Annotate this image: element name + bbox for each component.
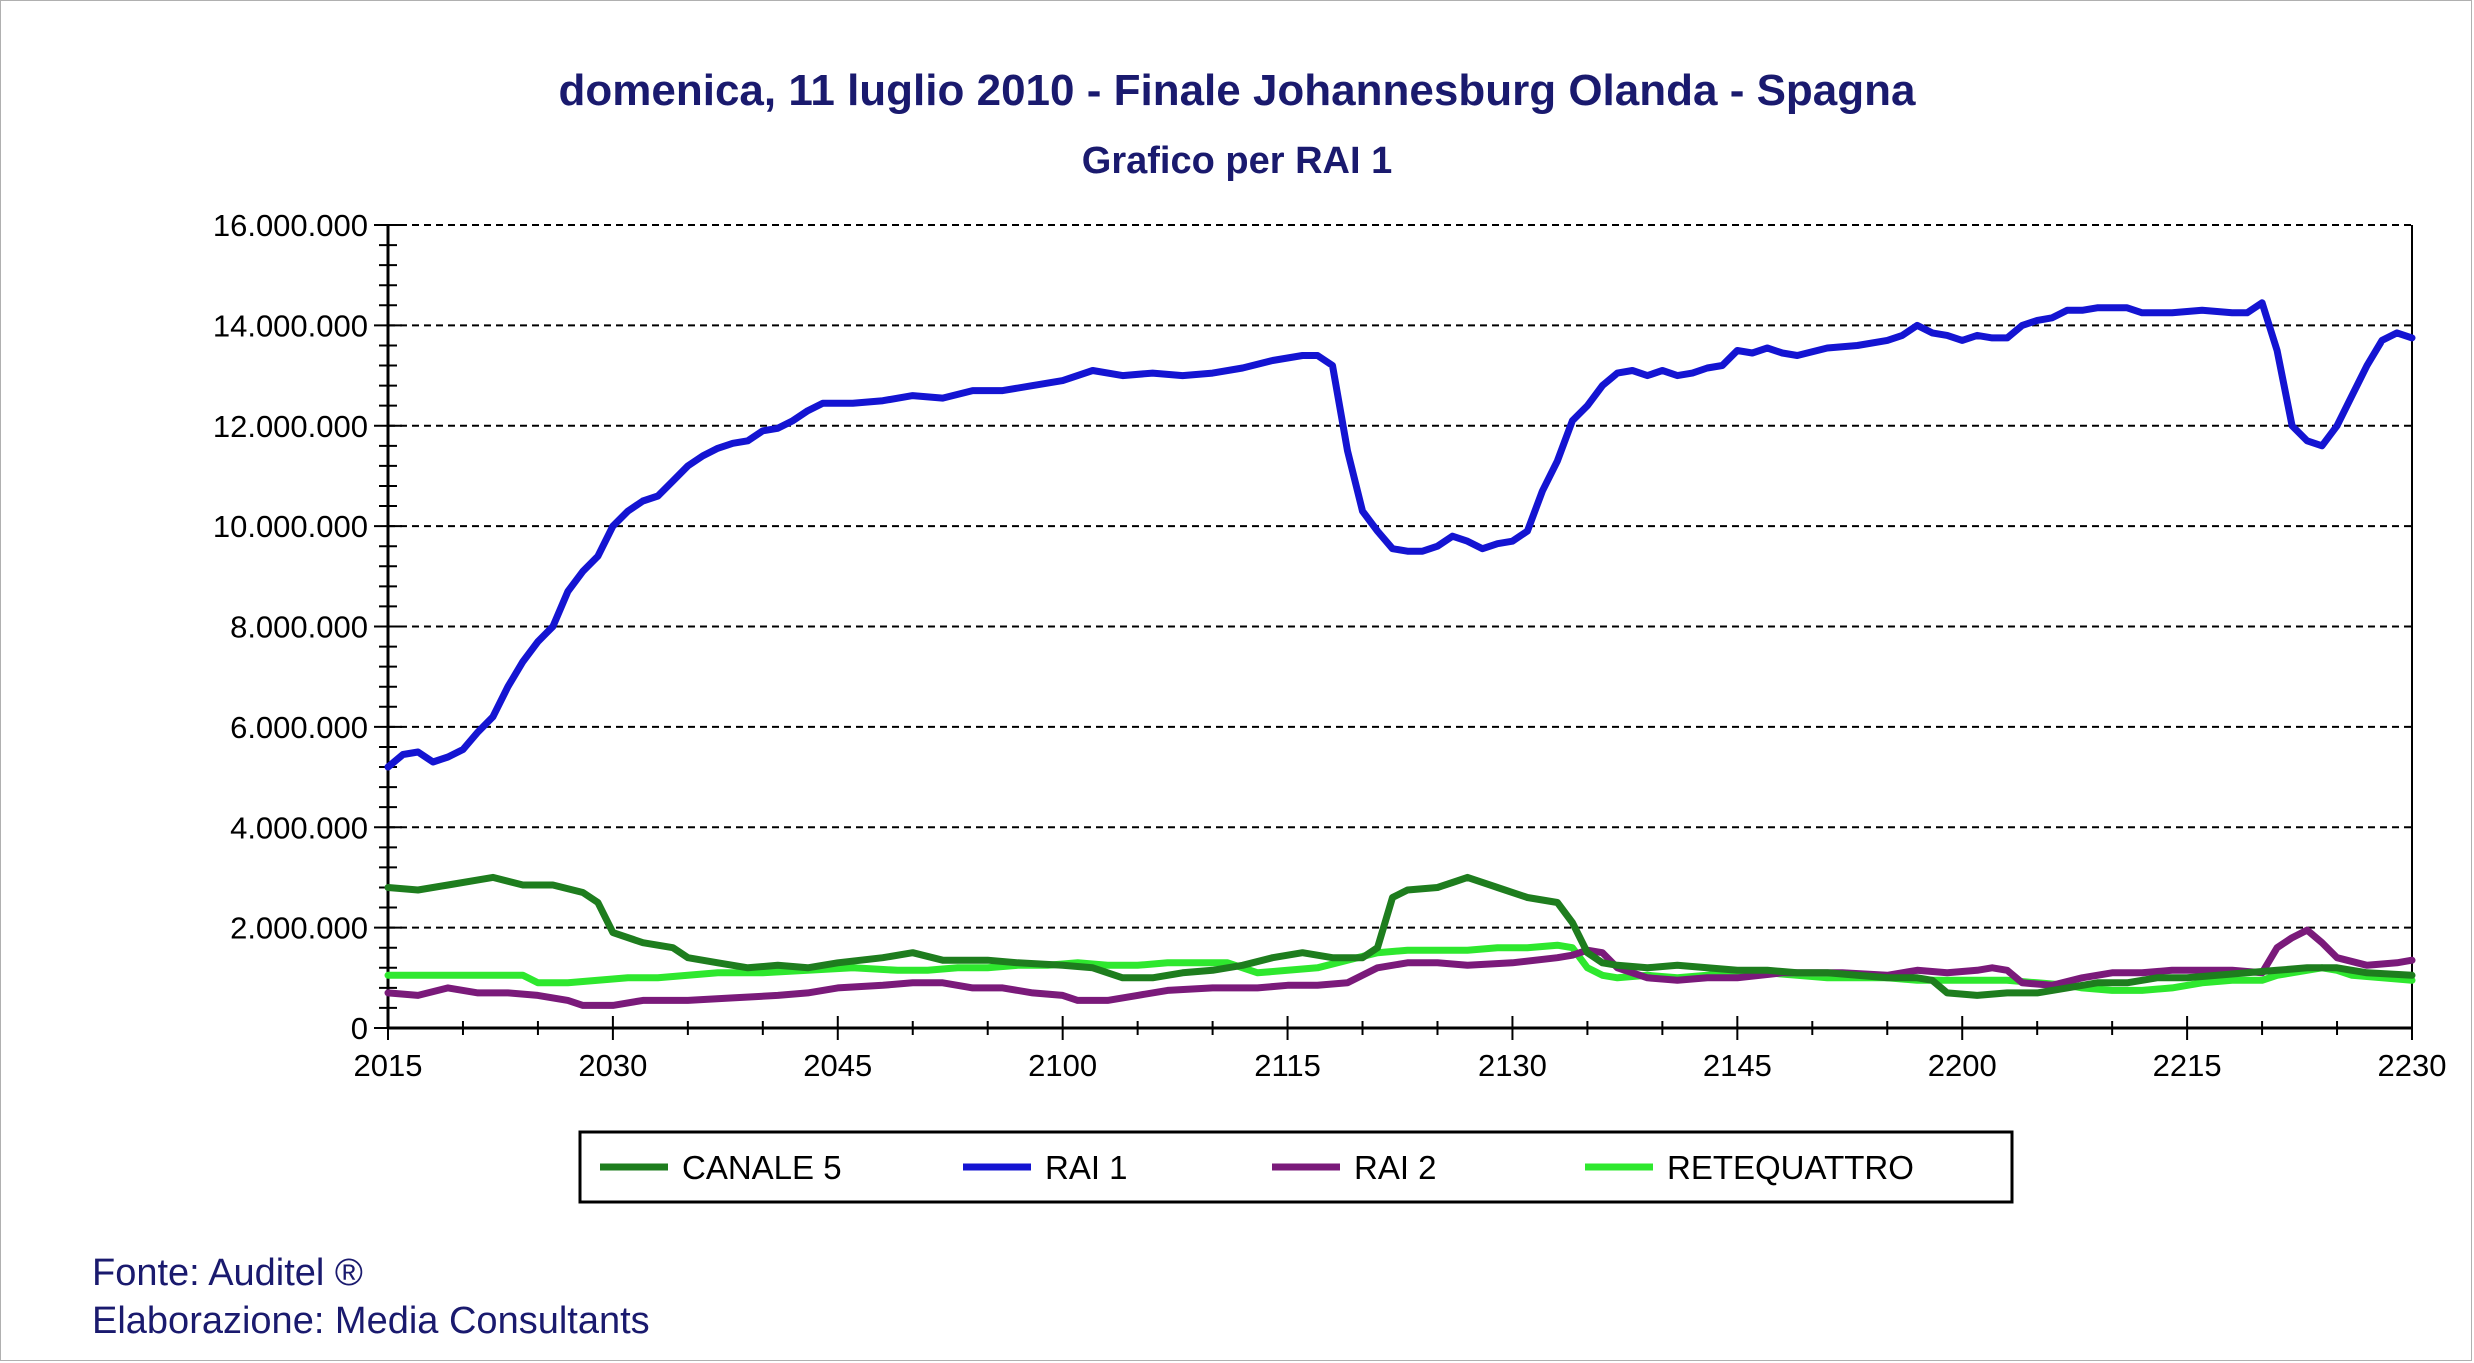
series-lines xyxy=(384,299,2416,1009)
x-tick-label: 2145 xyxy=(1703,1048,1772,1083)
series-line-rai-1 xyxy=(384,299,2416,771)
legend: CANALE 5 RAI 1 RAI 2 RETEQUATTRO xyxy=(578,1130,2014,1204)
y-tick-label: 6.000.000 xyxy=(230,710,368,745)
y-tick-label: 10.000.000 xyxy=(213,509,368,544)
x-tick-label: 2100 xyxy=(1028,1048,1097,1083)
legend-label: RAI 1 xyxy=(1045,1149,1128,1186)
legend-label: RAI 2 xyxy=(1354,1149,1437,1186)
x-tick-label: 2030 xyxy=(578,1048,647,1083)
x-tick-label: 2045 xyxy=(803,1048,872,1083)
x-tick-label: 2115 xyxy=(1254,1048,1321,1083)
y-tick-label: 0 xyxy=(351,1011,368,1046)
x-tick-label: 2015 xyxy=(354,1048,423,1083)
series-line-retequattro xyxy=(384,941,2416,994)
y-tick-label: 4.000.000 xyxy=(230,810,368,845)
elaboration-credit: Elaborazione: Media Consultants xyxy=(92,1300,650,1342)
y-tick-label: 16.000.000 xyxy=(213,208,368,243)
legend-label: RETEQUATTRO xyxy=(1667,1149,1914,1186)
legend-label: CANALE 5 xyxy=(682,1149,842,1186)
x-tick-label: 2230 xyxy=(2378,1048,2447,1083)
y-tick-label: 8.000.000 xyxy=(230,610,368,645)
y-tick-label: 12.000.000 xyxy=(213,409,368,444)
x-tick-label: 2215 xyxy=(2153,1048,2222,1083)
chart-subtitle: Grafico per RAI 1 xyxy=(1081,140,1393,182)
x-tick-label: 2130 xyxy=(1478,1048,1547,1083)
series-line-rai-2 xyxy=(384,926,2416,1009)
source-credit: Fonte: Auditel ® xyxy=(92,1252,363,1294)
y-tick-label: 2.000.000 xyxy=(230,911,368,946)
x-tick-labels: 2015 2030 2045 2100 2115 2130 2145 2200 2215 2230 xyxy=(354,1048,2447,1083)
series-line-canale-5 xyxy=(384,873,2416,999)
y-tick-labels: 0 2.000.000 4.000.000 6.000.000 8.000.000 10.… xyxy=(213,208,368,1046)
x-tick-label: 2200 xyxy=(1928,1048,1997,1083)
axes xyxy=(374,224,2413,1040)
chart-title: domenica, 11 luglio 2010 - Finale Johann… xyxy=(558,66,1916,115)
grid-lines xyxy=(388,224,2412,929)
y-tick-label: 14.000.000 xyxy=(213,308,368,343)
